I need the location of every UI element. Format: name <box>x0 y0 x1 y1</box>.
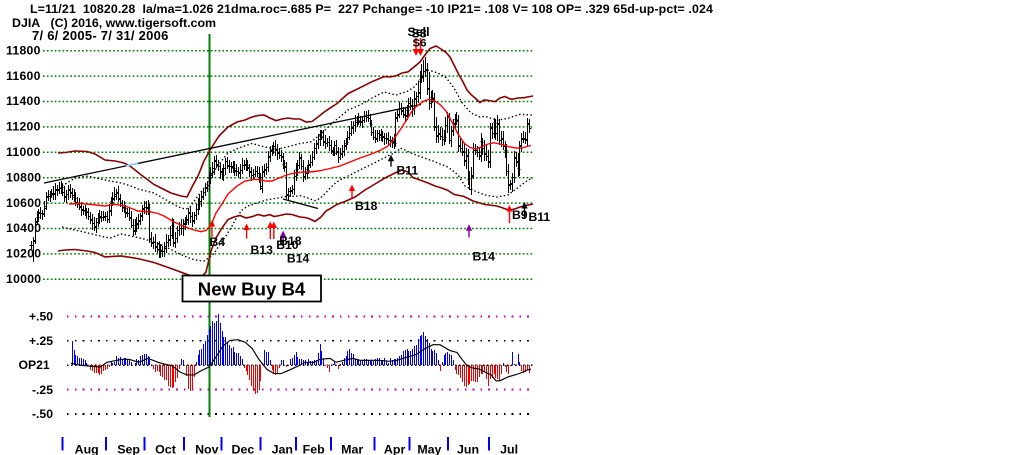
svg-text:Apr: Apr <box>384 443 406 455</box>
svg-text:Feb: Feb <box>303 443 325 455</box>
svg-text:11600: 11600 <box>6 69 41 83</box>
svg-text:Nov: Nov <box>195 443 219 455</box>
svg-text:10000: 10000 <box>6 272 41 286</box>
svg-text:B18: B18 <box>279 234 302 248</box>
svg-text:Dec: Dec <box>232 443 255 455</box>
svg-text:11200: 11200 <box>6 120 41 134</box>
svg-text:May: May <box>417 443 441 455</box>
svg-text:Jul: Jul <box>500 443 518 455</box>
svg-text:10400: 10400 <box>6 221 41 235</box>
svg-text:B14: B14 <box>287 252 310 266</box>
svg-text:B4: B4 <box>210 235 226 249</box>
svg-text:7/ 6/ 2005- 7/ 31/ 2006: 7/ 6/ 2005- 7/ 31/ 2006 <box>32 28 169 43</box>
svg-text:DJIA (C) 2016, www.tigersoft: DJIA (C) 2016, www.tigersoft.com <box>12 16 216 30</box>
svg-text:B11: B11 <box>397 164 419 178</box>
svg-text:Sell: Sell <box>408 25 430 39</box>
svg-text:New Buy B4: New Buy B4 <box>198 279 306 300</box>
svg-text:S6: S6 <box>413 38 427 50</box>
svg-text:11000: 11000 <box>6 145 41 159</box>
svg-text:11800: 11800 <box>6 43 41 57</box>
svg-text:B11: B11 <box>529 210 551 224</box>
svg-text:B18: B18 <box>355 199 378 213</box>
svg-text:S8: S8 <box>412 27 427 41</box>
svg-text:Aug: Aug <box>75 443 99 455</box>
svg-text:Jun: Jun <box>457 443 479 455</box>
svg-text:+.25: +.25 <box>29 334 53 348</box>
svg-text:OP21: OP21 <box>19 358 50 372</box>
svg-text:10800: 10800 <box>6 170 41 184</box>
svg-text:10600: 10600 <box>6 196 41 210</box>
svg-text:Jan: Jan <box>272 443 293 455</box>
svg-text:L=11/21 10820.28 Ia/ma=1.026: L=11/21 10820.28 Ia/ma=1.026 21dma.roc=.… <box>30 2 713 16</box>
svg-text:-.25: -.25 <box>32 383 53 397</box>
svg-text:Sep: Sep <box>117 443 140 455</box>
svg-text:Mar: Mar <box>341 443 363 455</box>
svg-text:B10: B10 <box>276 238 299 252</box>
svg-text:11400: 11400 <box>6 94 41 108</box>
svg-text:B14: B14 <box>473 250 496 264</box>
svg-text:-.50: -.50 <box>32 407 53 421</box>
svg-text:Oct: Oct <box>155 443 176 455</box>
svg-text:+.50: +.50 <box>29 310 53 324</box>
svg-text:10200: 10200 <box>6 247 41 261</box>
svg-text:B9: B9 <box>512 208 528 222</box>
svg-text:B13: B13 <box>251 243 274 257</box>
